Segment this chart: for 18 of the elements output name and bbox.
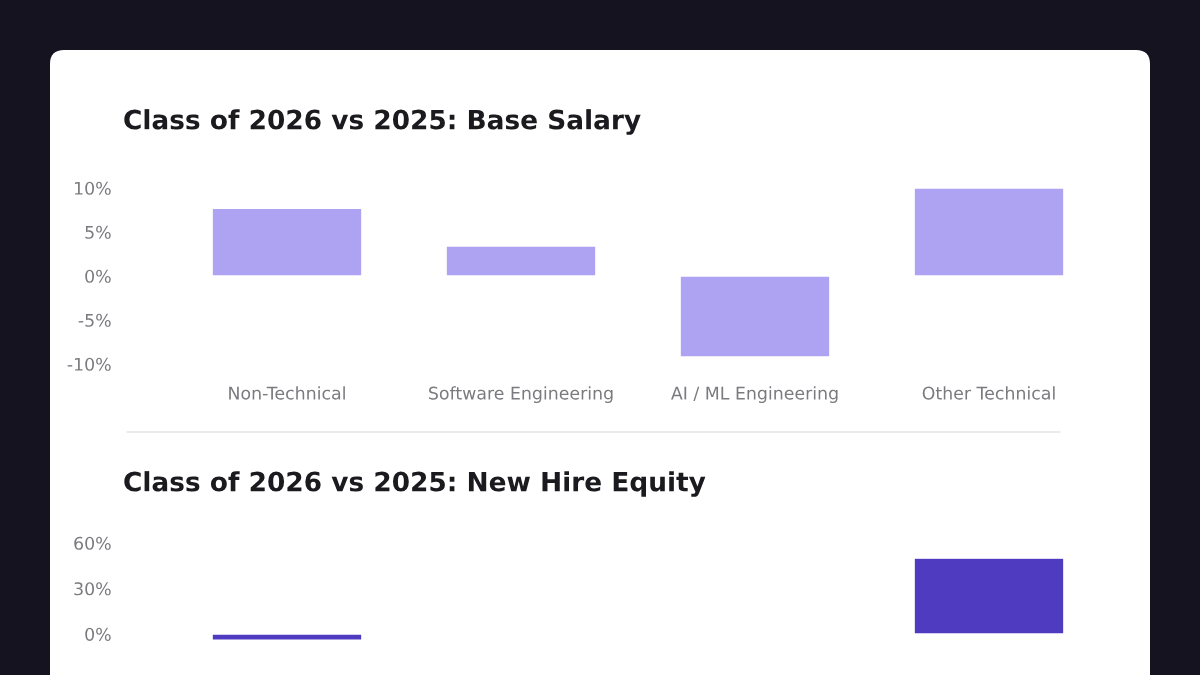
y-tick-label: 0% [85, 627, 111, 641]
y-tick-label: 0% [85, 269, 111, 283]
x-tick-label: AI / ML Engineering [671, 386, 838, 404]
y-tick-label: -10% [67, 357, 111, 371]
y-tick-label: 10% [74, 181, 111, 195]
x-tick-label: Non-Technical [229, 386, 345, 400]
y-tick-label: 5% [85, 225, 111, 239]
bar [211, 207, 363, 277]
chart-title: Class of 2026 vs 2025: New Hire Equity [124, 471, 706, 497]
y-tick-label: 30% [74, 582, 111, 596]
y-tick-label: 60% [74, 536, 111, 550]
bar [913, 188, 1065, 277]
bar [445, 245, 597, 277]
x-tick-label: Other Technical [922, 386, 1055, 400]
chart-title: Class of 2026 vs 2025: Base Salary [124, 109, 641, 135]
bar [679, 275, 831, 358]
x-tick-label: Software Engineering [429, 386, 613, 404]
y-tick-label: -5% [78, 313, 111, 327]
